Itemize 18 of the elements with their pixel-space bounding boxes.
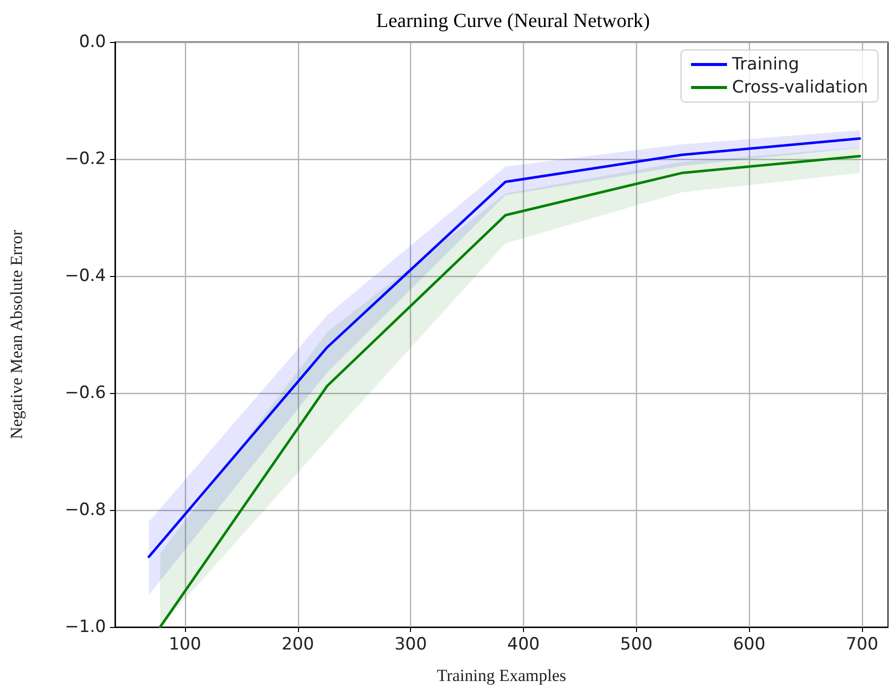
y-tick-label: 0.0 bbox=[78, 32, 106, 52]
x-tick-label: 700 bbox=[846, 634, 878, 654]
y-tick-label: −0.2 bbox=[64, 149, 106, 169]
y-tick-label: −0.4 bbox=[64, 266, 106, 286]
x-tick-label: 600 bbox=[732, 634, 766, 654]
x-tick-label: 200 bbox=[282, 634, 314, 654]
y-tick-label: −0.6 bbox=[64, 383, 106, 403]
y-axis-title: Negative Mean Absolute Error bbox=[7, 230, 26, 440]
x-axis-title: Training Examples bbox=[436, 666, 566, 685]
chart-title: Learning Curve (Neural Network) bbox=[376, 10, 650, 32]
x-tick-label: 400 bbox=[507, 634, 540, 654]
x-tick-label: 500 bbox=[620, 634, 653, 654]
legend-label: Training bbox=[731, 54, 800, 74]
x-tick-label: 300 bbox=[394, 634, 427, 654]
legend-label: Cross-validation bbox=[732, 78, 868, 98]
y-tick-label: −1.0 bbox=[64, 617, 106, 637]
x-tick-label: 100 bbox=[168, 634, 202, 654]
y-tick-label: −0.8 bbox=[64, 500, 106, 520]
